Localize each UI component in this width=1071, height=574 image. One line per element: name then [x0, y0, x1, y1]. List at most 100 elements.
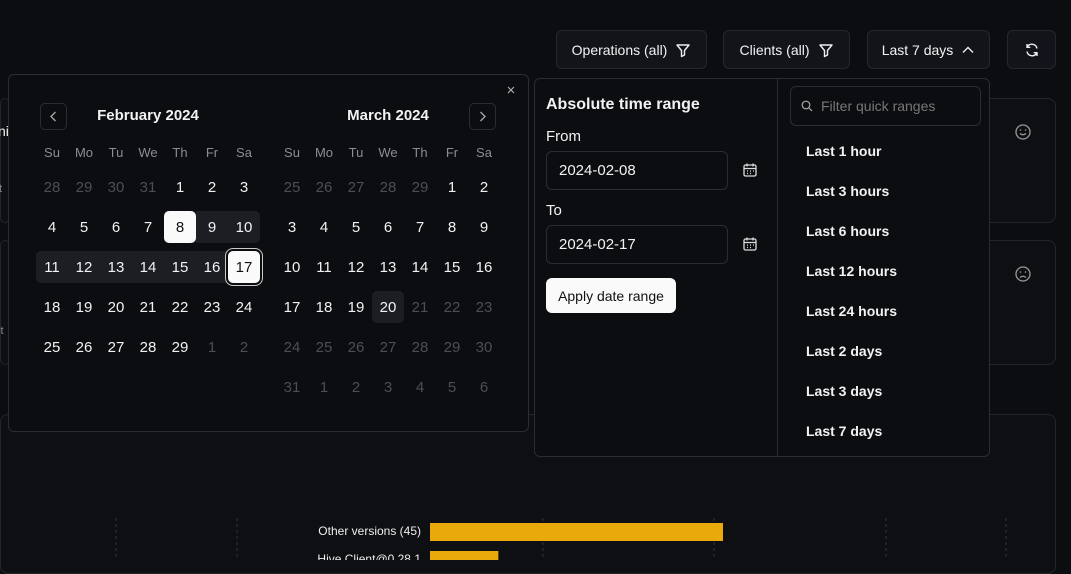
day[interactable]: 31	[283, 378, 301, 396]
day[interactable]: 19	[347, 298, 365, 316]
day[interactable]: 1	[447, 178, 457, 196]
day[interactable]: 3	[239, 178, 249, 196]
day[interactable]: 30	[107, 178, 125, 196]
day[interactable]: 31	[139, 178, 157, 196]
day[interactable]: 10	[228, 211, 260, 243]
day[interactable]: 15	[164, 251, 196, 283]
day[interactable]: 27	[379, 338, 397, 356]
day[interactable]: 30	[475, 338, 493, 356]
day[interactable]: 20	[107, 298, 125, 316]
day[interactable]: 6	[479, 378, 489, 396]
day[interactable]: 25	[283, 178, 301, 196]
day[interactable]: 23	[203, 298, 221, 316]
day[interactable]: 26	[347, 338, 365, 356]
day[interactable]: 27	[347, 178, 365, 196]
day[interactable]: 29	[171, 338, 189, 356]
quick-range[interactable]: Last 6 hours	[806, 223, 890, 239]
day[interactable]: 11	[316, 258, 332, 276]
day[interactable]: 12	[68, 251, 100, 283]
day[interactable]: 17	[283, 298, 301, 316]
day[interactable]: 4	[415, 378, 425, 396]
day[interactable]: 25	[43, 338, 61, 356]
day[interactable]: 1	[207, 338, 217, 356]
close-button[interactable]	[505, 83, 517, 95]
label: Operations (all)	[571, 41, 668, 58]
day[interactable]: 22	[443, 298, 461, 316]
day[interactable]: 5	[351, 218, 361, 236]
quick-range[interactable]: Last 3 hours	[806, 183, 890, 199]
day[interactable]: 24	[283, 338, 301, 356]
day[interactable]: 4	[319, 218, 329, 236]
nav-button[interactable]	[40, 103, 67, 130]
day[interactable]: 1	[319, 378, 329, 396]
day[interactable]: 27	[107, 338, 125, 356]
nav-button[interactable]	[469, 103, 496, 130]
day[interactable]: 14	[132, 251, 164, 283]
day[interactable]: 5	[79, 218, 89, 236]
day[interactable]: 9	[196, 211, 228, 243]
day[interactable]: 2	[351, 378, 361, 396]
day[interactable]: 28	[43, 178, 61, 196]
day[interactable]: 5	[447, 378, 457, 396]
day[interactable]: 2	[207, 178, 217, 196]
quick-range[interactable]: Last 3 days	[806, 383, 883, 399]
from-input[interactable]: 2024-02-08	[546, 151, 728, 190]
day[interactable]: 18	[315, 298, 333, 316]
apply-button[interactable]: Apply date range	[546, 278, 676, 313]
day[interactable]: 4	[47, 218, 57, 236]
day[interactable]: 6	[111, 218, 121, 236]
quick-range[interactable]: Last 1 hour	[806, 143, 882, 159]
weekday: Su	[284, 145, 300, 160]
day[interactable]: 28	[139, 338, 157, 356]
calendar-icon[interactable]	[742, 236, 758, 252]
calendar-icon[interactable]	[742, 162, 758, 178]
day[interactable]: 2	[239, 338, 249, 356]
day[interactable]: 6	[383, 218, 393, 236]
day[interactable]: 8	[164, 211, 196, 243]
day[interactable]: 26	[75, 338, 93, 356]
day[interactable]: 3	[383, 378, 393, 396]
day[interactable]: 9	[479, 218, 489, 236]
operations-filter[interactable]: Operations (all)	[556, 30, 707, 69]
quick-range-search[interactable]: Filter quick ranges	[790, 86, 981, 126]
day[interactable]: 26	[315, 178, 333, 196]
day[interactable]: 22	[171, 298, 189, 316]
quick-range[interactable]: Last 12 hours	[806, 263, 898, 279]
day[interactable]: 15	[443, 258, 461, 276]
day[interactable]: 1	[175, 178, 185, 196]
day[interactable]: 23	[475, 298, 493, 316]
day[interactable]: 13	[100, 251, 132, 283]
quick-range[interactable]: Last 2 days	[806, 343, 883, 359]
day[interactable]: 8	[447, 218, 457, 236]
day[interactable]: 10	[283, 258, 301, 276]
to-input[interactable]: 2024-02-17	[546, 225, 728, 264]
day[interactable]: 28	[379, 178, 397, 196]
day[interactable]: 21	[411, 298, 429, 316]
day[interactable]: 7	[143, 218, 153, 236]
day[interactable]: 29	[75, 178, 93, 196]
day[interactable]: 12	[347, 258, 365, 276]
day[interactable]: 13	[379, 258, 397, 276]
day[interactable]: 11	[36, 251, 68, 283]
day[interactable]: 18	[43, 298, 61, 316]
day[interactable]: 28	[411, 338, 429, 356]
day[interactable]: 25	[315, 338, 333, 356]
day[interactable]: 29	[443, 338, 461, 356]
day[interactable]: 20	[372, 291, 404, 323]
clients-filter[interactable]: Clients (all)	[723, 30, 850, 69]
day[interactable]: 3	[287, 218, 297, 236]
day[interactable]: 29	[411, 178, 429, 196]
day[interactable]: 21	[139, 298, 157, 316]
day[interactable]: 19	[75, 298, 93, 316]
day[interactable]: 14	[411, 258, 429, 276]
day[interactable]: 7	[415, 218, 425, 236]
range-picker[interactable]: Last 7 days	[867, 30, 990, 69]
day[interactable]: 24	[235, 298, 253, 316]
day[interactable]: 16	[475, 258, 493, 276]
quick-range[interactable]: Last 7 days	[806, 423, 883, 439]
day[interactable]: 17	[228, 251, 260, 283]
quick-range[interactable]: Last 24 hours	[806, 303, 898, 319]
day[interactable]: 2	[479, 178, 489, 196]
refresh-button[interactable]	[1007, 30, 1056, 69]
day[interactable]: 16	[196, 251, 228, 283]
